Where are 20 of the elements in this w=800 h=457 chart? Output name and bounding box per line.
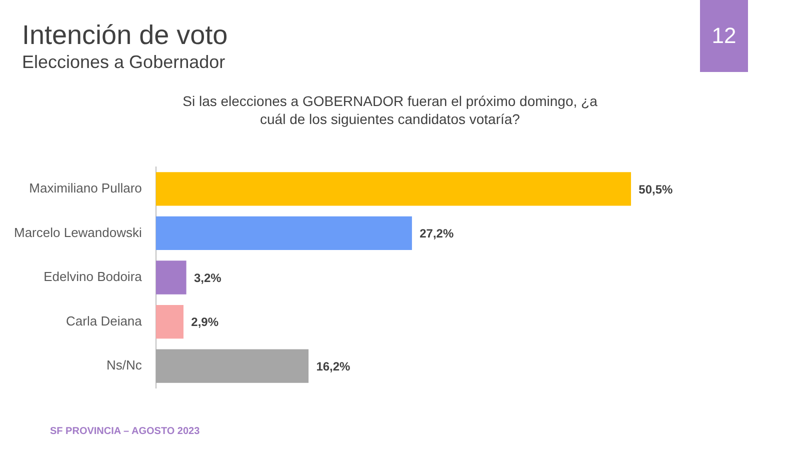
data-label: 3,2%	[194, 270, 222, 285]
chart-subtitle: Elecciones a Gobernador	[22, 52, 226, 73]
y-tick-label: Edelvino Bodoira	[44, 269, 143, 284]
bar	[156, 216, 412, 250]
y-tick-label: Maximiliano Pullaro	[29, 180, 142, 196]
data-label: 50,5%	[638, 182, 674, 196]
y-tick-label: Carla Deiana	[66, 313, 143, 328]
text: 12	[700, 0, 748, 72]
bar	[156, 304, 184, 339]
bar	[156, 172, 632, 206]
y-tick-label: Ns/Nc	[106, 358, 142, 373]
bar	[156, 260, 186, 294]
data-label: 16,2%	[316, 359, 351, 374]
bar	[156, 349, 309, 383]
text: Si las elecciones a GOBERNADOR fueran el próximo domingo, ¿a cuál de los siguientes candidatos votaría?	[182, 92, 598, 128]
data-label: 2,9%	[191, 315, 219, 330]
y-tick-label: Marcelo Lewandowski	[14, 224, 142, 240]
chart-title: Intención de voto	[22, 20, 228, 51]
data-label: 27,2%	[420, 226, 454, 241]
text: SF PROVINCIA – AGOSTO 2023	[50, 426, 200, 437]
